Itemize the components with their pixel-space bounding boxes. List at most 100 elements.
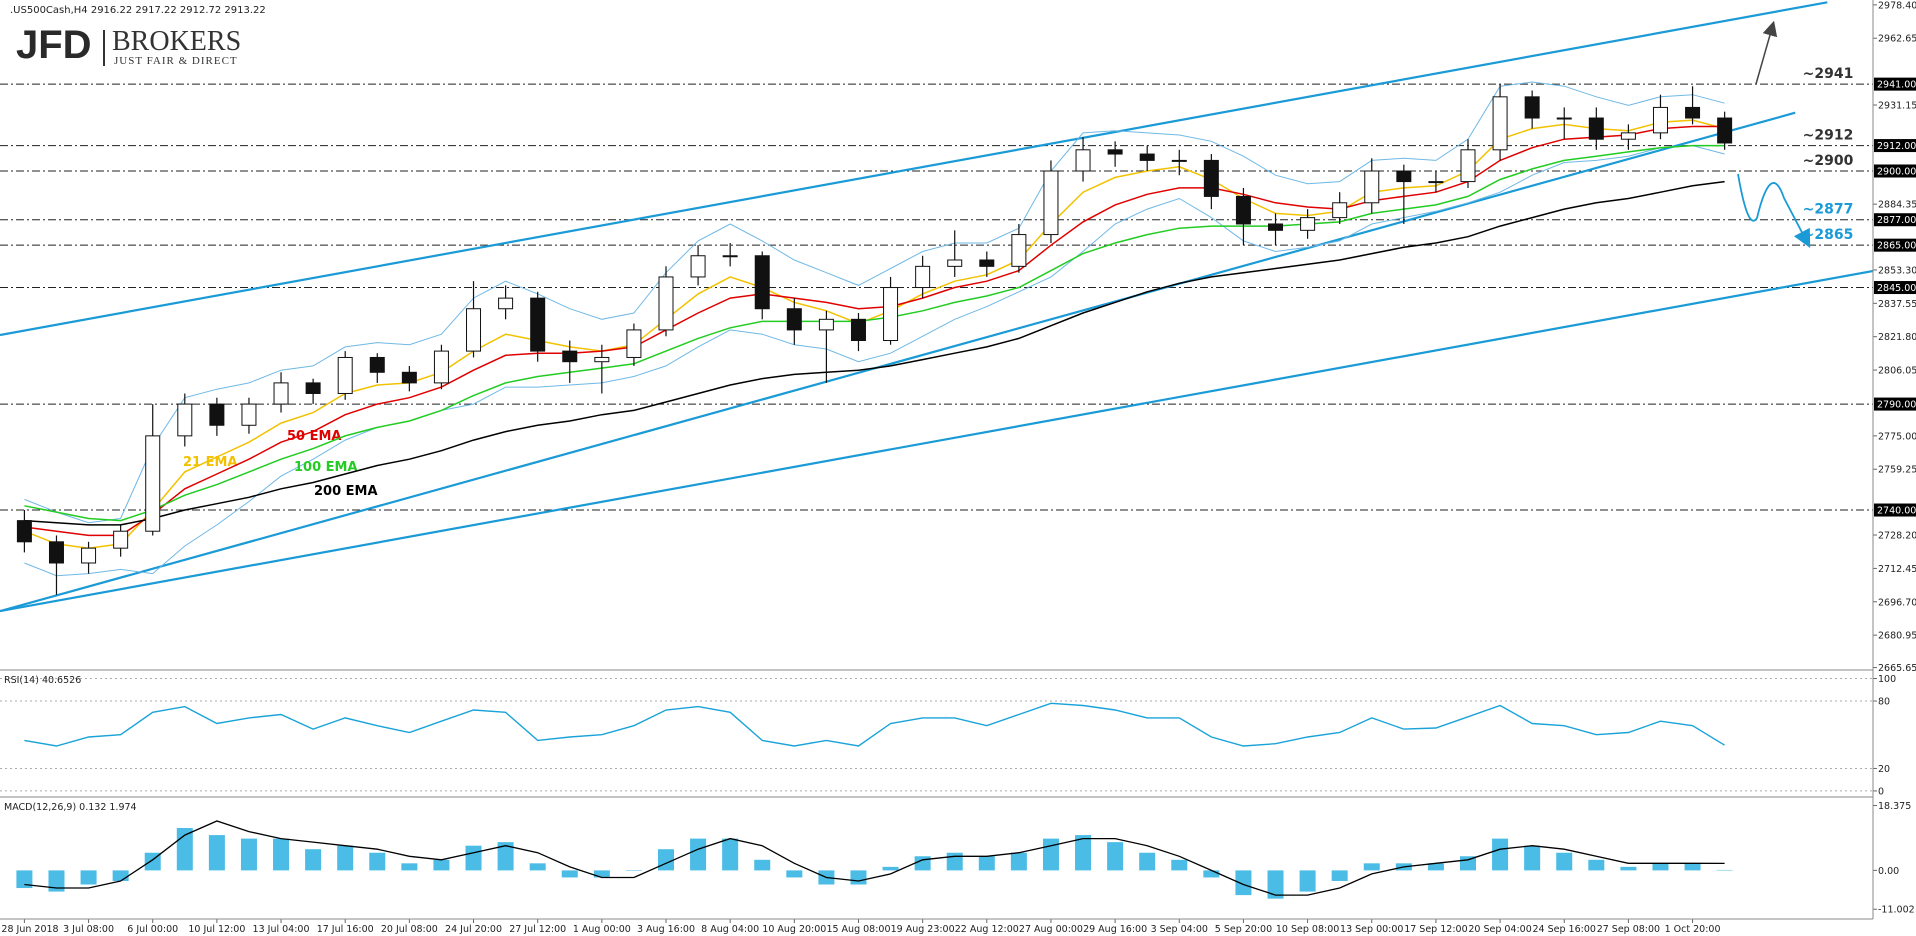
x-tick-label: 3 Jul 08:00: [63, 924, 114, 935]
level-tag: [1874, 164, 1916, 178]
macd-bar: [80, 870, 97, 885]
macd-bar: [1171, 859, 1188, 871]
candle-body: [690, 255, 706, 278]
x-tick-label: 17 Sep 12:00: [1404, 924, 1467, 935]
trend-line: [0, 1, 1828, 337]
ema-label: 21 EMA: [183, 455, 238, 470]
ema-line: [24, 119, 1725, 549]
macd-bar: [497, 842, 514, 871]
candle-body: [241, 403, 257, 426]
candle-body: [1428, 181, 1444, 184]
level-tag-label: 2740.00: [1877, 506, 1916, 517]
x-tick-label: 13 Jul 04:00: [253, 924, 310, 935]
candle-body: [1011, 234, 1027, 267]
macd-bar: [337, 845, 354, 871]
rsi-line: [24, 702, 1725, 747]
macd-bar: [593, 870, 610, 878]
x-tick-label: 1 Aug 00:00: [573, 924, 631, 935]
x-tick-label: 27 Sep 08:00: [1597, 924, 1660, 935]
level-tag-label: 2865.00: [1877, 241, 1916, 252]
candle-body: [48, 541, 64, 564]
macd-bar: [529, 863, 546, 871]
candle-body: [1300, 217, 1316, 231]
candle-body: [1460, 149, 1476, 183]
x-tick-label: 15 Aug 08:00: [826, 924, 890, 935]
macd-bar: [754, 859, 771, 871]
macd-bar: [401, 863, 418, 871]
panel-title: RSI(14) 40.6526: [4, 675, 81, 686]
candle-body: [530, 297, 546, 352]
y-tick-label: 20: [1878, 764, 1890, 775]
y-tick-label: 100: [1878, 674, 1896, 685]
candle-body: [1043, 170, 1059, 236]
candle-body: [81, 547, 97, 564]
macd-bar: [1299, 870, 1316, 892]
macd-bar: [1363, 863, 1380, 871]
y-tick-label: 2759.25: [1878, 465, 1916, 476]
macd-bar: [176, 828, 193, 871]
level-tag: [1874, 238, 1916, 252]
logo-tagline: JUST FAIR & DIRECT: [114, 55, 238, 67]
macd-bar: [112, 870, 129, 881]
candle-body: [177, 403, 193, 437]
candle-body: [369, 356, 385, 373]
macd-bar: [658, 849, 674, 871]
y-tick-label: 2884.35: [1878, 200, 1916, 211]
candle-body: [1556, 117, 1572, 120]
x-tick-label: 24 Jul 20:00: [445, 924, 502, 935]
trend-line: [0, 269, 1873, 613]
macd-bar: [1042, 838, 1059, 871]
logo-main: JFD: [16, 23, 92, 67]
candle-body: [1332, 202, 1348, 219]
y-tick-label: 2665.65: [1878, 663, 1916, 674]
level-tag: [1874, 77, 1916, 91]
macd-bar: [690, 838, 707, 871]
x-tick-label: 6 Jul 00:00: [127, 924, 178, 935]
y-tick-label: 2837.55: [1878, 299, 1916, 310]
trend-line: [0, 111, 1796, 613]
macd-bar: [465, 845, 482, 871]
macd-bar: [1524, 845, 1541, 871]
level-tag: [1874, 503, 1916, 517]
macd-bar: [946, 852, 963, 871]
candle-body: [433, 350, 449, 384]
x-tick-label: 10 Jul 12:00: [188, 924, 245, 935]
level-tag-label: 2941.00: [1877, 80, 1916, 91]
level-note: ~2900: [1803, 153, 1854, 169]
y-tick-label: 2931.15: [1878, 100, 1916, 111]
candle-body: [1107, 149, 1123, 155]
candle-body: [915, 265, 931, 289]
y-tick-label: 2978.40: [1878, 0, 1916, 11]
y-tick-label: 2712.45: [1878, 564, 1916, 575]
rsi-panel: RSI(14) 40.6526: [0, 675, 1873, 792]
candle-body: [594, 356, 610, 363]
candle-body: [1235, 195, 1251, 225]
candle-body: [498, 297, 514, 310]
candle-body: [1524, 96, 1540, 119]
level-note: ~2877: [1803, 202, 1854, 218]
candle-body: [979, 259, 995, 267]
level-note: ~2941: [1803, 66, 1854, 82]
y-tick-label: 2680.95: [1878, 631, 1916, 642]
macd-bar: [625, 870, 642, 871]
candle-body: [1203, 159, 1219, 197]
macd-bar: [16, 870, 33, 889]
candle-body: [722, 255, 738, 258]
macd-bar: [305, 849, 322, 871]
macd-bar: [1556, 852, 1573, 871]
macd-bar: [369, 852, 386, 871]
candle-body: [401, 371, 417, 384]
x-tick-label: 17 Jul 16:00: [317, 924, 374, 935]
y-tick-label: -11.002: [1878, 905, 1915, 916]
x-tick-label: 19 Aug 23:00: [891, 924, 955, 935]
macd-bar: [1267, 870, 1284, 899]
macd-panel: MACD(12,26,9) 0.132 1.974: [4, 802, 1733, 899]
candle-body: [1268, 223, 1284, 231]
macd-bar: [1620, 866, 1637, 871]
y-tick-label: 18.375: [1878, 801, 1911, 812]
x-tick-label: 1 Oct 20:00: [1665, 924, 1721, 935]
level-tag-label: 2845.00: [1877, 283, 1916, 294]
macd-bar: [1139, 852, 1156, 871]
